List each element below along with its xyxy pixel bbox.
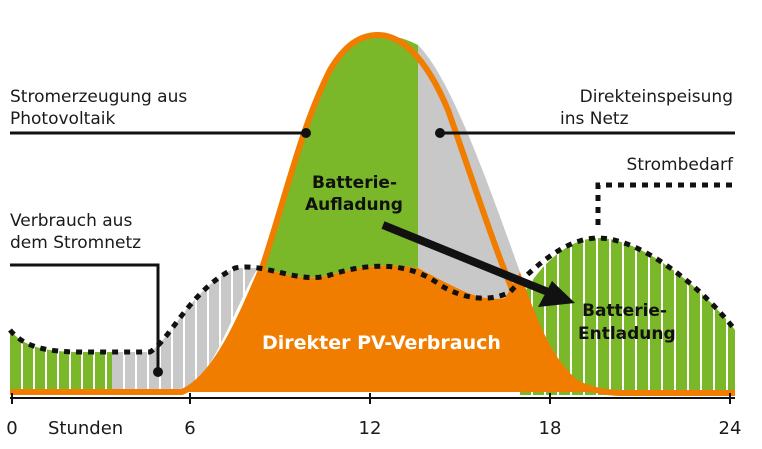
tick-label-12: 12: [359, 418, 382, 439]
feed-leader-dot: [435, 128, 445, 138]
tick-label-18: 18: [539, 418, 562, 439]
grid-leader-dot: [153, 367, 163, 377]
night-grid-green-area: [10, 330, 112, 395]
feed-label-line1: Direkteinspeisung: [580, 87, 733, 107]
discharge-label-line1: Batterie-: [582, 301, 667, 321]
grid-label-line1: Verbrauch aus: [10, 211, 132, 231]
battery-discharge-area: [520, 238, 735, 395]
direct-pv-label: Direkter PV-Verbrauch: [262, 332, 501, 354]
pv-label-line1: Stromerzeugung aus: [10, 87, 187, 107]
charge-label-line1: Batterie-: [312, 173, 397, 193]
pv-label-line2: Photovoltaik: [10, 109, 115, 129]
tick-label-6: 6: [184, 418, 195, 439]
battery-flow-arrow-shaft: [381, 221, 550, 296]
demand-leader: [595, 182, 735, 225]
tick-label-24: 24: [719, 418, 742, 439]
pv-leader-dot: [301, 128, 311, 138]
grid-leader-line: [10, 263, 160, 372]
axis-unit-label: Stunden: [48, 418, 123, 439]
discharge-label-line2: Entladung: [578, 324, 676, 344]
direct-pv-area: [182, 265, 600, 392]
grid-label-line2: dem Stromnetz: [10, 233, 141, 253]
charge-label-line2: Aufladung: [305, 195, 403, 215]
tick-label-0: 0: [6, 418, 17, 439]
feed-label-line2: ins Netz: [560, 109, 629, 129]
battery-charge-area: [262, 35, 418, 278]
battery-flow-arrow-head: [538, 281, 575, 307]
demand-label: Strombedarf: [627, 155, 734, 175]
